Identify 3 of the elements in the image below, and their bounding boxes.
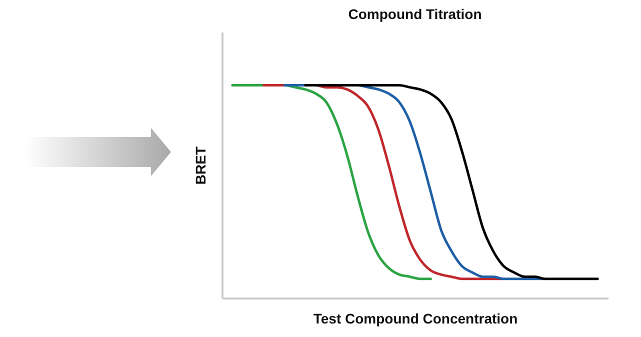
y-axis-title: BRET bbox=[192, 146, 208, 185]
x-axis-title: Test Compound Concentration bbox=[313, 310, 518, 326]
chart-title: Compound Titration bbox=[348, 6, 482, 22]
